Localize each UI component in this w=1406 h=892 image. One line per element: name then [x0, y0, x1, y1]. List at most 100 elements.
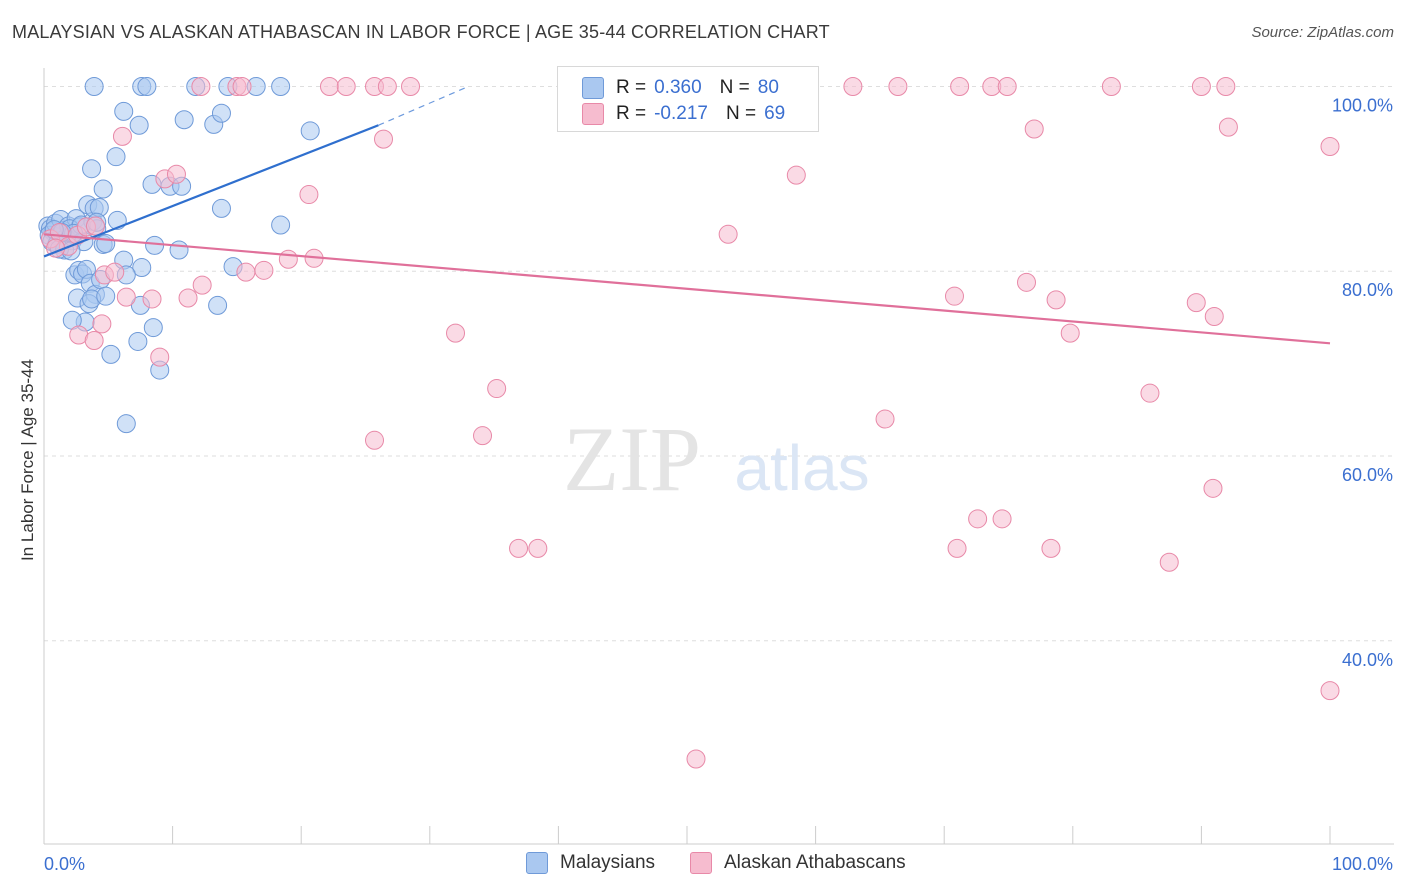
athabascan-point — [232, 76, 252, 96]
athabascan-point — [377, 76, 397, 96]
athabascan-point — [718, 224, 738, 244]
athabascan-point — [319, 76, 339, 96]
source-label: Source: ZipAtlas.com — [1251, 24, 1394, 41]
athabascan-point — [992, 509, 1012, 529]
athabascan-trend-line — [43, 233, 1331, 345]
malaysian-point — [128, 331, 148, 351]
athabascan-point — [1320, 681, 1340, 701]
athabascan-point — [92, 314, 112, 334]
malaysian-point — [93, 179, 113, 199]
athabascan-point — [1041, 538, 1061, 558]
athabascan-point — [365, 430, 385, 450]
legend-r-label: R = — [616, 77, 647, 98]
legend-label-athabascans: Alaskan Athabascans — [724, 852, 906, 873]
athabascan-point — [944, 286, 964, 306]
athabascan-point — [278, 249, 298, 269]
athabascan-point — [166, 164, 186, 184]
correlation-legend: R = 0.360 N = 80 R = -0.217 N = 69 — [557, 66, 819, 132]
malaysian-point — [106, 147, 126, 167]
athabascan-point — [1320, 137, 1340, 157]
legend-row-malaysians: R = 0.360 N = 80 — [582, 76, 779, 100]
legend-swatch-pink — [582, 103, 604, 125]
athabascan-point — [192, 275, 212, 295]
trend-lines — [43, 85, 1331, 345]
athabascan-point — [1186, 293, 1206, 313]
legend-item-athabascans[interactable]: Alaskan Athabascans — [690, 852, 906, 874]
athabascan-point — [236, 262, 256, 282]
malaysian-point — [101, 344, 121, 364]
legend-swatch-blue — [582, 77, 604, 99]
athabascan-point — [1060, 323, 1080, 343]
malaysian-point — [271, 76, 291, 96]
athabascan-point — [1204, 307, 1224, 327]
malaysian-point — [114, 101, 134, 121]
malaysian-point — [211, 198, 231, 218]
malaysian-point — [174, 110, 194, 130]
watermark-zip: ZIP — [563, 408, 701, 510]
athabascan-point — [487, 379, 507, 399]
legend-n-label: N = — [719, 77, 750, 98]
legend-n-value-athabascans: 69 — [764, 103, 786, 124]
gridlines — [44, 85, 1394, 642]
malaysian-point — [96, 286, 116, 306]
athabascan-point — [178, 288, 198, 308]
legend-row-athabascans: R = -0.217 N = 69 — [582, 102, 785, 126]
y-tick-label: 80.0% — [1342, 280, 1393, 300]
athabascan-point — [84, 331, 104, 351]
malaysian-point — [145, 235, 165, 255]
y-tick-label: 100.0% — [1332, 95, 1393, 115]
malaysian-trend-extension — [378, 85, 469, 126]
athabascan-point — [191, 76, 211, 96]
legend-r-value-athabascans: -0.217 — [654, 103, 708, 124]
x-tick-label-left: 0.0% — [44, 854, 85, 874]
malaysian-trend-line — [43, 124, 379, 258]
malaysian-point — [82, 159, 102, 179]
axes — [43, 68, 1394, 845]
athabascan-point — [997, 76, 1017, 96]
legend-swatch-athabascans — [690, 852, 712, 874]
chart-title: MALAYSIAN VS ALASKAN ATHABASCAN IN LABOR… — [12, 22, 830, 42]
athabascan-point — [509, 538, 529, 558]
athabascan-point — [950, 76, 970, 96]
watermark-atlas: atlas — [734, 432, 869, 504]
athabascan-point — [1203, 478, 1223, 498]
athabascan-point — [888, 76, 908, 96]
athabascan-point — [968, 509, 988, 529]
athabascan-point — [446, 323, 466, 343]
athabascan-point — [112, 126, 132, 146]
legend-label-malaysians: Malaysians — [560, 852, 656, 873]
athabascan-point — [1159, 552, 1179, 572]
athabascan-point — [116, 287, 136, 307]
y-tick-label: 40.0% — [1342, 650, 1393, 670]
legend-n-value-malaysians: 80 — [757, 77, 779, 98]
tick-labels: 100.0% 80.0% 60.0% 40.0% 0.0% 100.0% — [44, 95, 1393, 874]
x-tick-label-right: 100.0% — [1332, 854, 1393, 874]
athabascan-point — [401, 76, 421, 96]
malaysian-point — [137, 76, 157, 96]
y-tick-label: 60.0% — [1342, 465, 1393, 485]
malaysian-point — [132, 258, 152, 278]
athabascan-point — [336, 76, 356, 96]
legend-item-malaysians[interactable]: Malaysians — [526, 852, 655, 874]
legend-swatch-malaysians — [526, 852, 548, 874]
athabascan-point — [1046, 290, 1066, 310]
athabascan-point — [1024, 119, 1044, 139]
athabascan-point — [1191, 76, 1211, 96]
athabascan-point — [142, 289, 162, 309]
athabascan-point — [150, 347, 170, 367]
malaysian-point — [116, 414, 136, 434]
athabascan-point — [85, 216, 105, 236]
athabascan-point — [947, 538, 967, 558]
athabascan-point — [686, 749, 706, 769]
data-points — [38, 76, 1340, 769]
athabascan-point — [528, 538, 548, 558]
malaysian-point — [143, 318, 163, 338]
malaysian-point — [211, 103, 231, 123]
athabascan-point — [1216, 76, 1236, 96]
athabascan-point — [374, 129, 394, 149]
malaysian-point — [129, 115, 149, 135]
malaysian-point — [300, 121, 320, 141]
athabascan-point — [875, 409, 895, 429]
malaysian-point — [96, 234, 116, 254]
